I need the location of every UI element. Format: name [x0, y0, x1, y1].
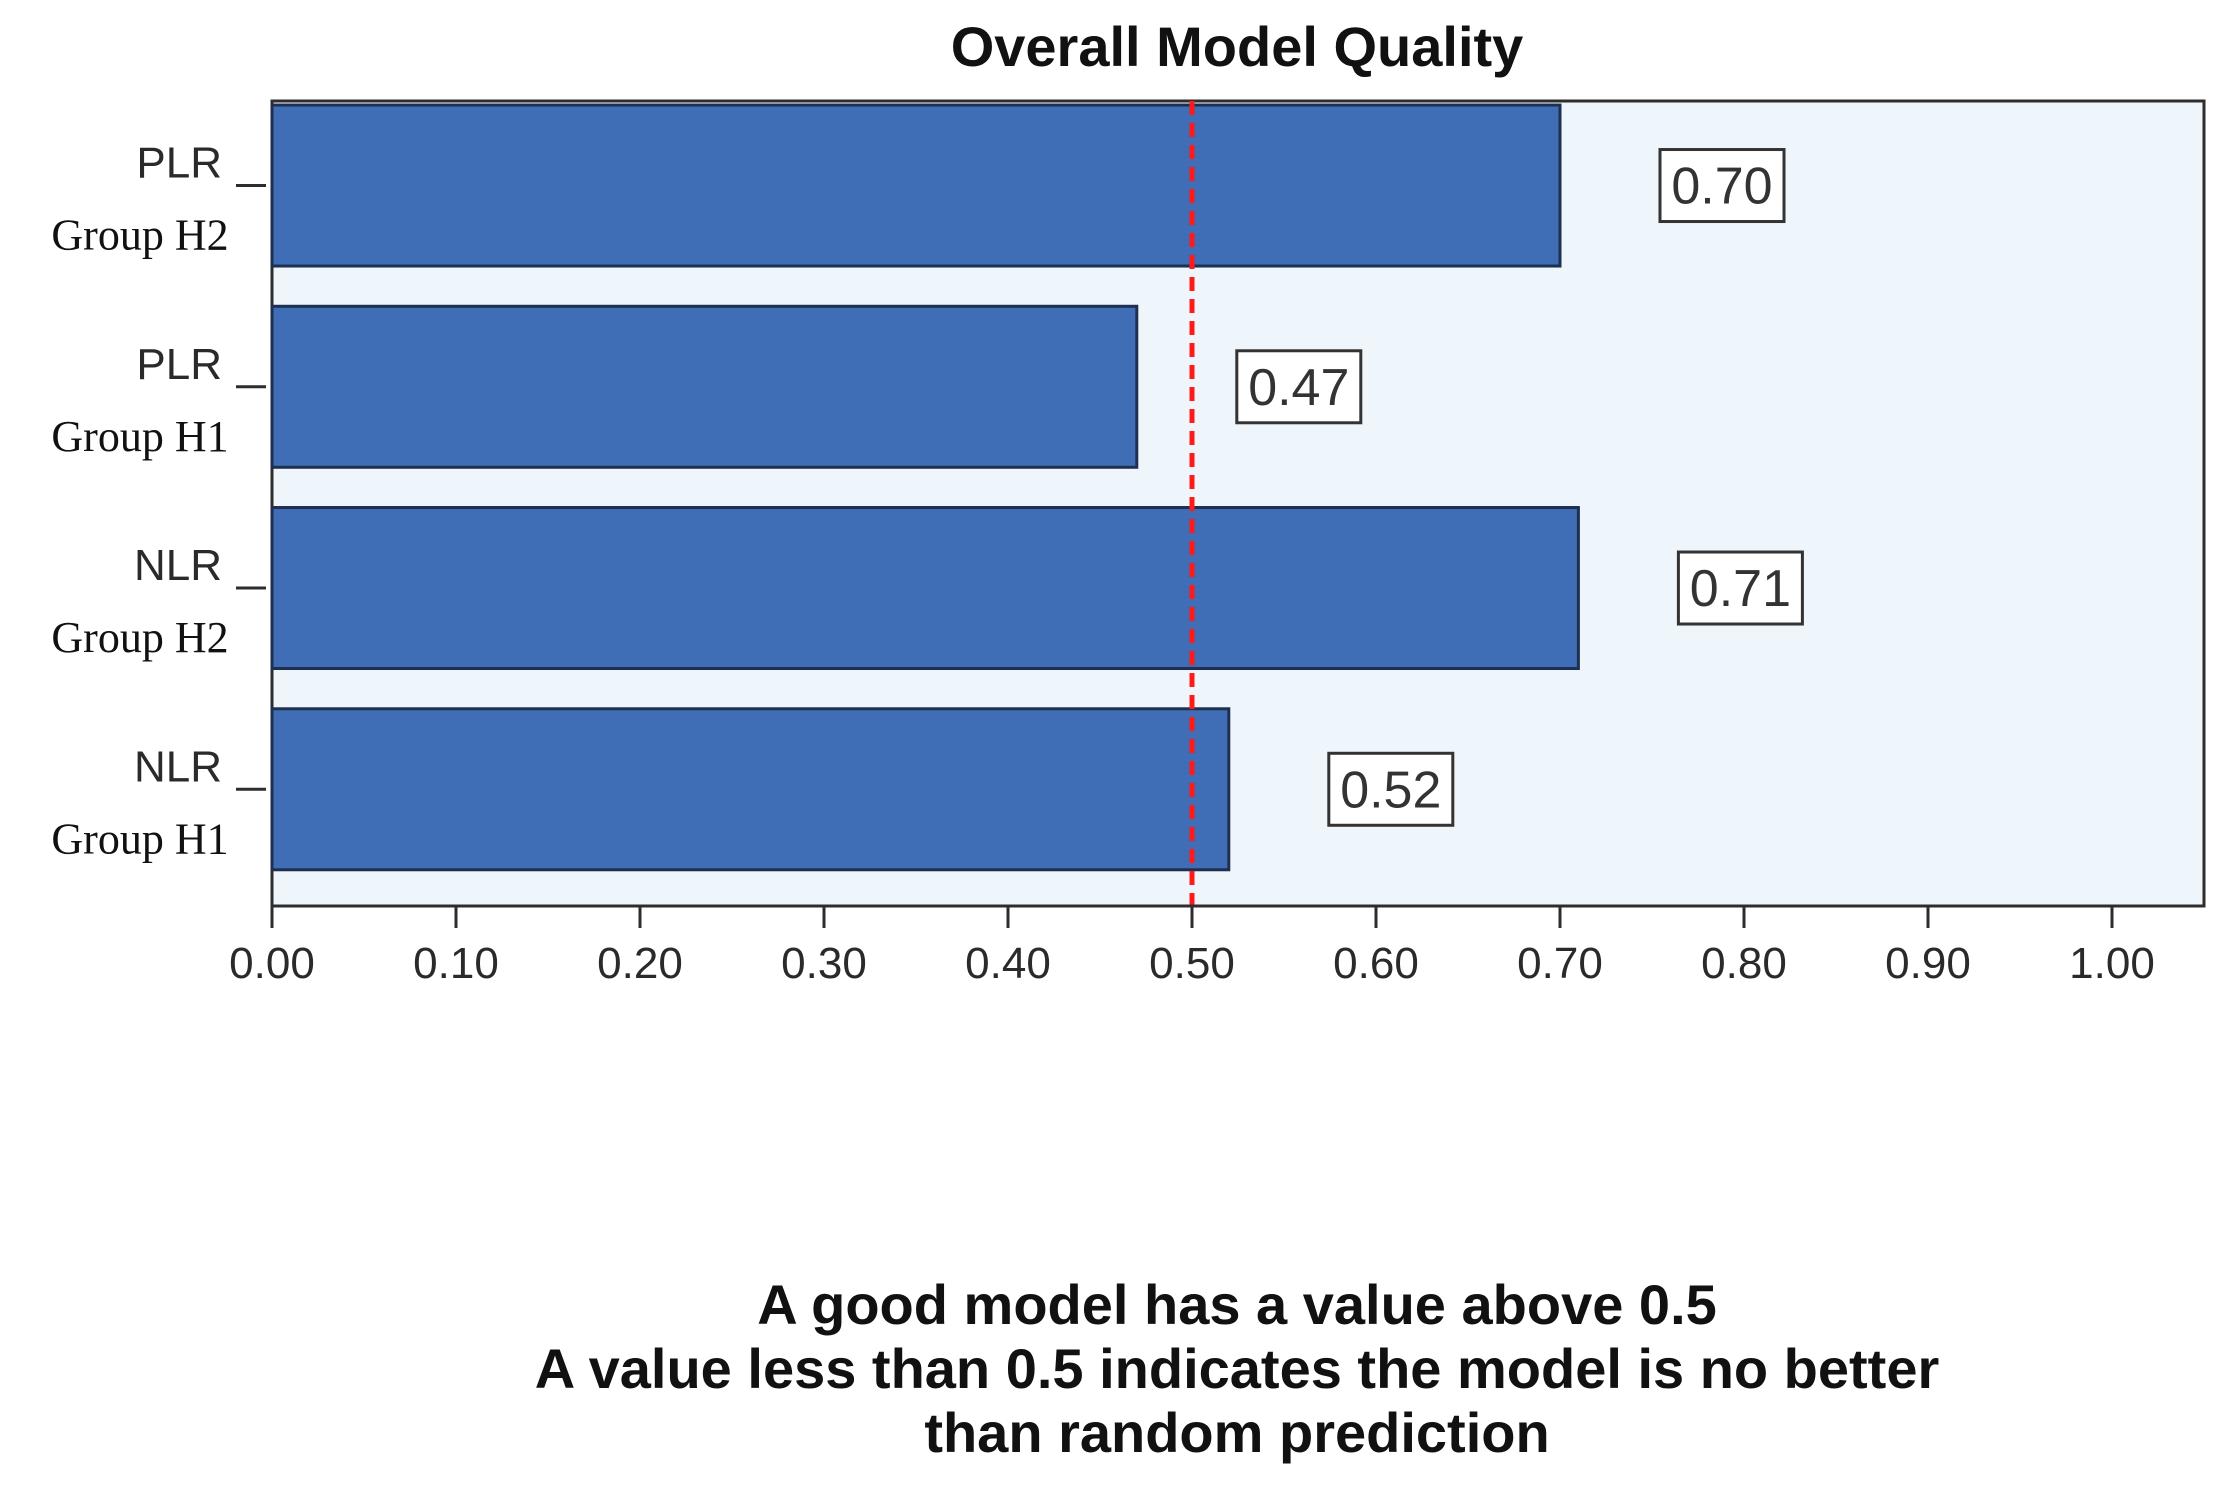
x-tick-label-2: 0.20 [597, 939, 683, 988]
x-tick-label-5: 0.50 [1149, 939, 1235, 988]
y-label-group-1: Group H2 [51, 211, 228, 260]
x-tick-label-1: 0.10 [413, 939, 499, 988]
x-axis-ticks: 0.00 0.10 0.20 0.30 0.40 0.50 0.60 0.70 0.80 0.90… [229, 906, 2155, 988]
note-line-2: A value less than 0.5 indicates the mode… [535, 1337, 1940, 1400]
x-tick-label-3: 0.30 [781, 939, 867, 988]
y-label-model-3: NLR [134, 541, 222, 590]
value-label-4: 0.52 [1340, 761, 1441, 819]
y-label-group-4: Group H1 [51, 814, 228, 863]
y-label-model-2: PLR [136, 340, 222, 389]
x-tick-label-8: 0.80 [1701, 939, 1787, 988]
x-tick-label-7: 0.70 [1517, 939, 1603, 988]
note-line-1: A good model has a value above 0.5 [757, 1273, 1717, 1336]
y-label-model-1: PLR [136, 139, 222, 188]
y-axis-labels: PLR Group H2 PLR Group H1 NLR Group H2 NLR Grou… [51, 139, 266, 863]
value-label-box-2 [1235, 349, 1363, 425]
value-label-box-1 [1658, 148, 1786, 224]
value-label-box-4 [1327, 751, 1455, 827]
y-label-group-2: Group H1 [51, 412, 228, 461]
note-line-3: than random prediction [924, 1401, 1549, 1464]
chart-notes: A good model has a value above 0.5 A val… [535, 1273, 1940, 1464]
x-tick-label-6: 0.60 [1333, 939, 1419, 988]
bar-4 [270, 707, 1231, 872]
value-labels: 0.70 0.47 0.71 0.52 [1235, 148, 1804, 827]
bar-3 [270, 506, 1580, 671]
value-label-box-3 [1676, 550, 1804, 626]
x-tick-label-10: 1.00 [2069, 939, 2155, 988]
value-label-3: 0.71 [1690, 560, 1791, 618]
bar-2 [270, 304, 1139, 469]
bar-1 [270, 103, 1562, 268]
y-label-group-3: Group H2 [51, 613, 228, 662]
y-label-model-4: NLR [134, 742, 222, 791]
x-tick-label-4: 0.40 [965, 939, 1051, 988]
bars-layer [270, 103, 1580, 872]
chart-title: Overall Model Quality [951, 15, 1524, 78]
x-tick-label-0: 0.00 [229, 939, 315, 988]
x-tick-label-9: 0.90 [1885, 939, 1971, 988]
value-label-2: 0.47 [1248, 359, 1349, 417]
value-label-1: 0.70 [1671, 158, 1772, 216]
